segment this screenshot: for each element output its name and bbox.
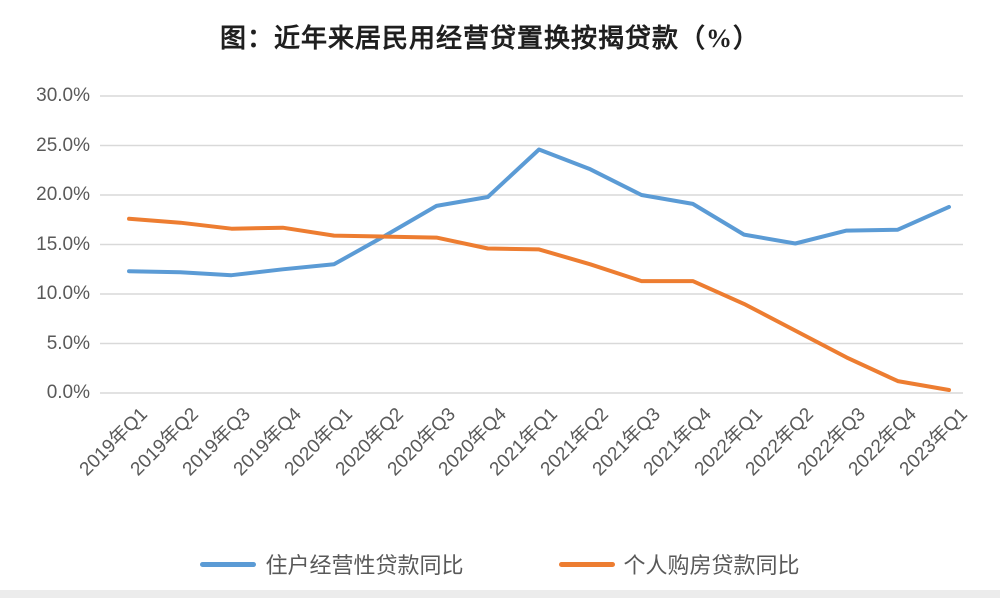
series-line-0	[127, 147, 951, 278]
y-tick-label: 0.0%	[46, 382, 90, 403]
legend-label-mortgage-loans: 个人购房贷款同比	[623, 553, 800, 578]
legend-label-business-loans: 住户经营性贷款同比	[265, 553, 464, 578]
bottom-page-edge	[0, 590, 1000, 598]
y-tick-label: 10.0%	[36, 283, 90, 304]
series-line-1	[127, 216, 951, 392]
legend-item-business-loans: 住户经营性贷款同比	[200, 548, 464, 580]
y-tick-label: 25.0%	[36, 134, 90, 156]
chart-title: 图：近年来居民用经营贷置换按揭贷款（%）	[219, 24, 760, 53]
y-tick-label: 30.0%	[36, 85, 90, 106]
legend-line-swatch-orange	[558, 561, 615, 567]
y-tick-label: 15.0%	[36, 233, 90, 255]
legend-item-mortgage-loans: 个人购房贷款同比	[558, 548, 800, 580]
legend-line-swatch-blue	[200, 561, 257, 567]
y-tick-label: 20.0%	[36, 184, 90, 205]
y-tick-label: 5.0%	[46, 332, 90, 354]
legend: 住户经营性贷款同比 个人购房贷款同比	[0, 548, 1000, 580]
